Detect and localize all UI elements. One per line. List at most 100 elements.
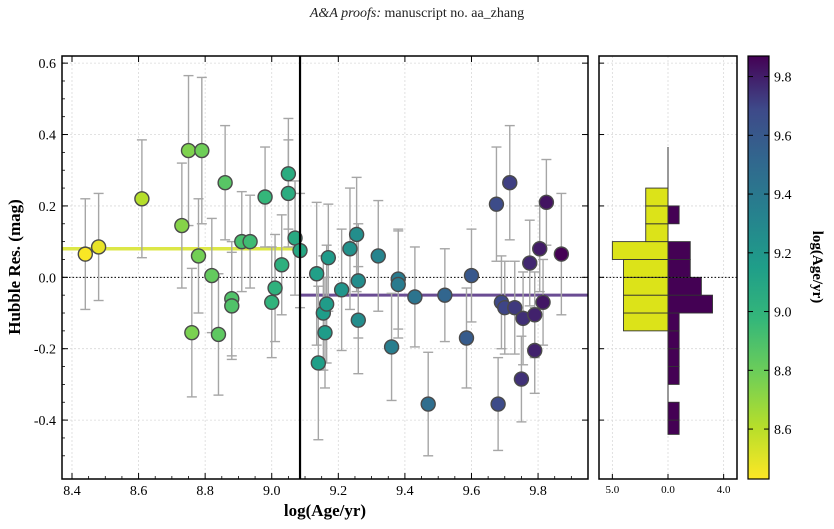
- colorbar-tick-label: 9.2: [774, 247, 792, 262]
- data-point: [267, 280, 283, 296]
- data-point: [383, 339, 400, 355]
- x-tick-label: 8.6: [130, 484, 148, 499]
- colorbar-tick-label: 9.0: [774, 306, 792, 321]
- histogram-x-ticks: 5.0 0.0 4.0: [605, 474, 731, 496]
- hist-x-tick-label: 4.0: [717, 484, 731, 496]
- data-point: [513, 371, 530, 387]
- data-point: [502, 175, 518, 191]
- colorbar-tick-label: 9.6: [774, 129, 792, 144]
- x-tick-label: 9.2: [330, 484, 348, 499]
- data-point: [490, 396, 506, 412]
- data-point: [488, 196, 505, 212]
- x-axis-label: log(Age/yr): [284, 501, 366, 520]
- data-point: [320, 249, 337, 266]
- data-point: [342, 241, 358, 257]
- old-hist-bar: [667, 205, 680, 225]
- data-point: [242, 233, 258, 250]
- data-point: [420, 396, 436, 412]
- old-hist-bar: [667, 348, 680, 368]
- histogram-zero-line: [599, 147, 737, 435]
- young-hist-bar: [623, 276, 669, 296]
- data-point: [390, 276, 406, 293]
- x-axis-ticks: 8.4 8.6 8.8 9.0 9.2 9.4 9.6 9.8: [63, 56, 572, 499]
- old-hist-bar: [667, 330, 680, 350]
- old-hist-bar: [667, 366, 680, 385]
- old-hist-bar: [667, 401, 680, 421]
- colorbar: [747, 55, 770, 480]
- hist-x-tick-label: 0.0: [661, 484, 675, 496]
- data-point: [274, 257, 290, 273]
- young-hist-bar: [623, 312, 669, 332]
- data-point: [174, 217, 190, 234]
- colorbar-ticks: 8.6 8.8 9.0 9.2 9.4 9.6 9.8: [748, 71, 792, 438]
- data-point: [527, 342, 543, 359]
- data-point: [210, 326, 227, 343]
- x-tick-label: 9.6: [463, 484, 481, 499]
- data-point: [350, 273, 366, 289]
- young-hist-bar: [623, 294, 669, 314]
- data-point: [134, 191, 150, 207]
- y-tick-label: 0.2: [39, 200, 57, 215]
- histogram-bars: [611, 187, 713, 435]
- data-point: [194, 142, 210, 159]
- young-hist-bar: [645, 187, 669, 207]
- journal-name: A&A proofs:: [309, 6, 382, 21]
- y-tick-label: -0.2: [34, 343, 56, 358]
- data-point: [280, 166, 297, 182]
- data-point: [204, 267, 220, 284]
- data-point: [184, 324, 200, 341]
- data-point: [90, 239, 107, 255]
- main-plot-grid: [62, 56, 588, 479]
- old-hist-bar: [667, 294, 713, 314]
- data-point: [437, 287, 453, 303]
- y-axis-label: Hubble Res. (mag): [5, 199, 24, 335]
- data-point: [264, 294, 280, 311]
- data-point: [522, 255, 538, 271]
- data-point: [370, 248, 386, 264]
- manuscript-id: manuscript no. aa_zhang: [384, 6, 525, 21]
- data-point: [224, 298, 240, 314]
- main-plot-frame: [61, 55, 589, 480]
- old-hist-bar: [667, 419, 680, 435]
- data-point: [350, 312, 366, 328]
- data-point: [458, 330, 475, 346]
- data-point: [318, 296, 335, 312]
- young-hist-bar: [623, 259, 669, 278]
- y-tick-label: 0.6: [39, 57, 57, 72]
- young-hist-bar: [645, 205, 669, 225]
- x-tick-label: 9.4: [396, 484, 414, 499]
- colorbar-tick-label: 9.4: [774, 188, 792, 203]
- data-point: [348, 226, 365, 243]
- data-point: [217, 175, 233, 191]
- colorbar-tick-label: 8.8: [774, 364, 792, 379]
- young-hist-bar: [611, 241, 669, 260]
- x-tick-label: 9.8: [529, 484, 547, 499]
- old-hist-bar: [667, 259, 691, 278]
- data-point: [190, 248, 207, 264]
- data-point: [463, 267, 480, 284]
- data-point: [280, 185, 297, 202]
- page-header: A&A proofs: manuscript no. aa_zhang: [0, 6, 834, 22]
- data-points: [77, 142, 570, 412]
- y-axis-ticks: -0.4 -0.2 0.0 0.2 0.4 0.6: [34, 57, 588, 457]
- data-point: [77, 246, 94, 262]
- data-point: [317, 324, 333, 341]
- x-tick-label: 8.8: [196, 484, 214, 499]
- data-point: [257, 189, 273, 205]
- data-point: [527, 307, 543, 323]
- data-point: [407, 289, 423, 305]
- data-point: [538, 194, 555, 211]
- colorbar-tick-label: 9.8: [774, 71, 792, 86]
- data-point: [532, 241, 548, 257]
- data-point: [553, 246, 570, 262]
- old-hist-bar: [667, 241, 691, 260]
- data-point: [507, 299, 523, 316]
- data-point: [308, 266, 325, 282]
- data-point: [310, 355, 327, 371]
- x-tick-label: 9.0: [263, 484, 281, 499]
- data-point: [333, 282, 350, 298]
- y-tick-label: 0.0: [39, 271, 57, 286]
- y-tick-label: 0.4: [39, 129, 57, 144]
- data-point: [180, 142, 197, 159]
